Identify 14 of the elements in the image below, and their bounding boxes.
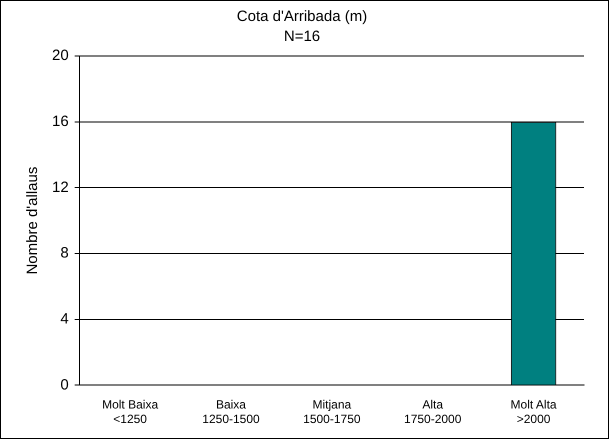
x-tick-label: Molt Alta >2000 bbox=[510, 398, 557, 426]
y-tick-label: 12 bbox=[52, 178, 69, 196]
x-tick-label: Molt Baixa <1250 bbox=[102, 398, 158, 426]
chart-title: Cota d'Arribada (m) bbox=[236, 8, 368, 26]
chart-subtitle: N=16 bbox=[284, 28, 320, 46]
y-tick-label: 8 bbox=[60, 244, 69, 262]
y-tick-label: 16 bbox=[52, 112, 69, 130]
x-tick-label: Baixa 1250-1500 bbox=[202, 398, 260, 426]
y-tick-label: 4 bbox=[60, 310, 69, 328]
x-tick-label: Alta 1750-2000 bbox=[404, 398, 462, 426]
y-tick-label: 20 bbox=[52, 47, 69, 64]
x-tick-label: Mitjana 1500-1750 bbox=[303, 398, 361, 426]
y-axis-title: Nombre d'allaus bbox=[24, 166, 42, 275]
y-tick-label: 0 bbox=[60, 376, 69, 394]
